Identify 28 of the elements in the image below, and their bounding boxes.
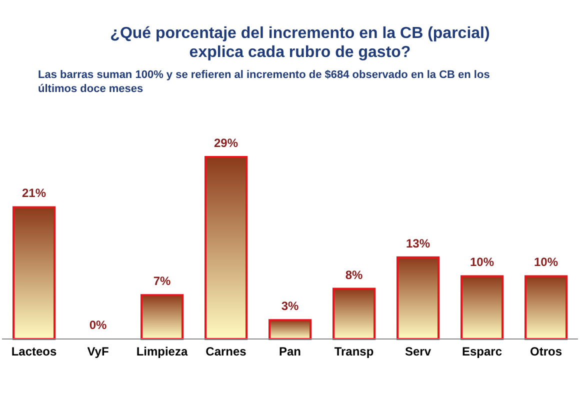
x-tick-label: VyF (87, 344, 109, 359)
bar (12, 206, 56, 340)
bar (268, 319, 312, 340)
x-tick-label: Esparc (462, 344, 502, 359)
data-label: 0% (89, 318, 107, 332)
data-label: 29% (214, 136, 238, 150)
data-label: 10% (470, 255, 494, 270)
bar (524, 275, 568, 340)
x-tick-label: Otros (530, 344, 562, 359)
bar (332, 288, 376, 340)
bar (460, 275, 504, 340)
data-label: 7% (153, 274, 171, 288)
x-tick-label: Limpieza (136, 344, 188, 359)
chart-title: ¿Qué porcentaje del incremento en la CB (parcial) explica cada rubro de gasto? (109, 24, 491, 62)
data-label: 3% (281, 299, 299, 314)
x-tick-label: Pan (278, 344, 302, 359)
x-tick-label: Lacteos (11, 344, 57, 359)
data-label: 21% (22, 186, 46, 200)
x-tick-label: Carnes (206, 344, 247, 359)
data-label: 8% (345, 268, 363, 282)
bar (396, 256, 440, 340)
x-tick-label: Transp (334, 344, 374, 359)
x-tick-label: Serv (404, 344, 432, 359)
bar (204, 156, 248, 340)
data-label: 13% (406, 236, 430, 250)
data-label: 10% (534, 255, 558, 270)
bar (140, 294, 184, 340)
chart-subtitle: Las barras suman 100% y se refieren al incremento de $684 observado en la CB en los últimos doce meses (38, 68, 491, 96)
